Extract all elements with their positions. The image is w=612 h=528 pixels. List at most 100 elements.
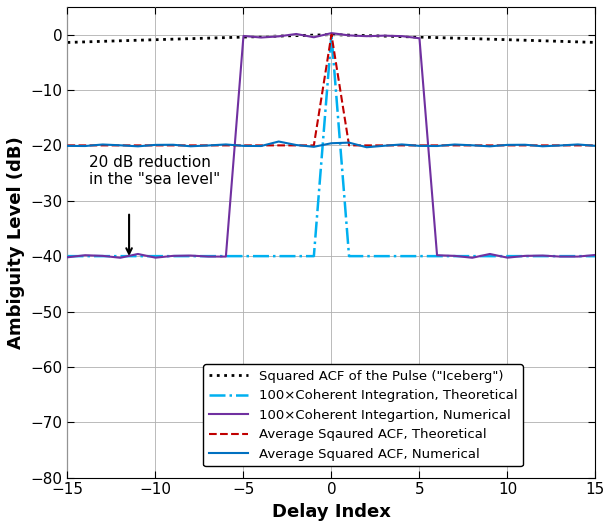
100×Coherent Integration, Theoretical (64, 253, 71, 259)
100×Coherent Integration, Theoretical (416, 253, 423, 259)
100×Coherent Integration, Theoretical (592, 253, 599, 259)
Line: Squared ACF of the Pulse ("Iceberg"): Squared ACF of the Pulse ("Iceberg") (67, 35, 595, 42)
100×Coherent Integartion, Numerical (486, 251, 493, 257)
Average Squared ACF, Numerical (170, 142, 177, 148)
100×Coherent Integration, Theoretical (99, 253, 106, 259)
Average Squared ACF, Numerical (310, 144, 318, 150)
100×Coherent Integration, Theoretical (486, 253, 493, 259)
Squared ACF of the Pulse ("Iceberg") (451, 35, 458, 41)
100×Coherent Integration, Theoretical (345, 253, 353, 259)
100×Coherent Integartion, Numerical (204, 253, 212, 260)
Average Sqaured ACF, Theoretical (328, 32, 335, 38)
100×Coherent Integartion, Numerical (363, 33, 370, 40)
Squared ACF of the Pulse ("Iceberg") (134, 37, 141, 43)
Squared ACF of the Pulse ("Iceberg") (64, 39, 71, 45)
100×Coherent Integration, Theoretical (134, 253, 141, 259)
Line: 100×Coherent Integartion, Numerical: 100×Coherent Integartion, Numerical (67, 33, 595, 258)
Average Sqaured ACF, Theoretical (363, 142, 370, 148)
Squared ACF of the Pulse ("Iceberg") (486, 36, 493, 42)
Average Squared ACF, Numerical (451, 142, 458, 148)
Average Sqaured ACF, Theoretical (381, 142, 388, 148)
Average Sqaured ACF, Theoretical (99, 142, 106, 148)
100×Coherent Integartion, Numerical (134, 251, 141, 257)
Average Sqaured ACF, Theoretical (521, 142, 529, 148)
100×Coherent Integration, Theoretical (170, 253, 177, 259)
Squared ACF of the Pulse ("Iceberg") (117, 37, 124, 44)
Line: 100×Coherent Integration, Theoretical: 100×Coherent Integration, Theoretical (67, 35, 595, 256)
Squared ACF of the Pulse ("Iceberg") (187, 35, 195, 42)
Average Sqaured ACF, Theoretical (539, 142, 547, 148)
100×Coherent Integration, Theoretical (521, 253, 529, 259)
100×Coherent Integartion, Numerical (469, 254, 476, 261)
Average Squared ACF, Numerical (486, 143, 493, 149)
Squared ACF of the Pulse ("Iceberg") (240, 34, 247, 40)
Line: Average Sqaured ACF, Theoretical: Average Sqaured ACF, Theoretical (67, 35, 595, 145)
100×Coherent Integration, Theoretical (556, 253, 564, 259)
Average Sqaured ACF, Theoretical (310, 142, 318, 148)
Squared ACF of the Pulse ("Iceberg") (381, 33, 388, 39)
Average Squared ACF, Numerical (328, 140, 335, 146)
100×Coherent Integartion, Numerical (240, 33, 247, 39)
100×Coherent Integartion, Numerical (258, 34, 265, 41)
Average Squared ACF, Numerical (134, 143, 141, 149)
Average Sqaured ACF, Theoretical (345, 142, 353, 148)
100×Coherent Integration, Theoretical (433, 253, 441, 259)
Average Sqaured ACF, Theoretical (240, 142, 247, 148)
Legend: Squared ACF of the Pulse ("Iceberg"), 100×Coherent Integration, Theoretical, 100: Squared ACF of the Pulse ("Iceberg"), 10… (203, 364, 523, 466)
Average Squared ACF, Numerical (521, 142, 529, 148)
Squared ACF of the Pulse ("Iceberg") (592, 39, 599, 45)
100×Coherent Integartion, Numerical (117, 254, 124, 261)
100×Coherent Integration, Theoretical (398, 253, 406, 259)
Average Sqaured ACF, Theoretical (469, 142, 476, 148)
Average Squared ACF, Numerical (592, 143, 599, 149)
Average Squared ACF, Numerical (187, 143, 195, 149)
100×Coherent Integration, Theoretical (293, 253, 300, 259)
Squared ACF of the Pulse ("Iceberg") (258, 33, 265, 40)
100×Coherent Integartion, Numerical (451, 253, 458, 259)
Average Squared ACF, Numerical (204, 143, 212, 149)
100×Coherent Integration, Theoretical (381, 253, 388, 259)
Average Squared ACF, Numerical (539, 143, 547, 149)
100×Coherent Integration, Theoretical (539, 253, 547, 259)
Average Squared ACF, Numerical (556, 143, 564, 149)
Average Squared ACF, Numerical (398, 142, 406, 148)
Squared ACF of the Pulse ("Iceberg") (398, 33, 406, 40)
100×Coherent Integartion, Numerical (64, 254, 71, 260)
100×Coherent Integartion, Numerical (99, 253, 106, 259)
100×Coherent Integration, Theoretical (469, 253, 476, 259)
Squared ACF of the Pulse ("Iceberg") (293, 32, 300, 39)
Average Squared ACF, Numerical (99, 142, 106, 148)
100×Coherent Integration, Theoretical (204, 253, 212, 259)
Average Squared ACF, Numerical (293, 142, 300, 148)
Average Sqaured ACF, Theoretical (170, 142, 177, 148)
Average Sqaured ACF, Theoretical (187, 142, 195, 148)
Average Sqaured ACF, Theoretical (275, 142, 282, 148)
Squared ACF of the Pulse ("Iceberg") (345, 32, 353, 39)
100×Coherent Integartion, Numerical (381, 33, 388, 39)
Squared ACF of the Pulse ("Iceberg") (204, 35, 212, 41)
Average Sqaured ACF, Theoretical (433, 142, 441, 148)
100×Coherent Integration, Theoretical (152, 253, 159, 259)
Average Sqaured ACF, Theoretical (64, 142, 71, 148)
100×Coherent Integartion, Numerical (398, 33, 406, 39)
Squared ACF of the Pulse ("Iceberg") (328, 32, 335, 38)
100×Coherent Integration, Theoretical (504, 253, 511, 259)
Average Squared ACF, Numerical (222, 142, 230, 148)
100×Coherent Integration, Theoretical (574, 253, 581, 259)
Average Sqaured ACF, Theoretical (504, 142, 511, 148)
100×Coherent Integration, Theoretical (240, 253, 247, 259)
100×Coherent Integartion, Numerical (222, 253, 230, 260)
Squared ACF of the Pulse ("Iceberg") (363, 32, 370, 39)
100×Coherent Integration, Theoretical (275, 253, 282, 259)
100×Coherent Integartion, Numerical (345, 32, 353, 39)
100×Coherent Integartion, Numerical (187, 252, 195, 259)
Average Squared ACF, Numerical (258, 143, 265, 149)
100×Coherent Integartion, Numerical (592, 252, 599, 258)
100×Coherent Integration, Theoretical (187, 253, 195, 259)
Average Sqaured ACF, Theoretical (222, 142, 230, 148)
Average Sqaured ACF, Theoretical (134, 142, 141, 148)
100×Coherent Integartion, Numerical (152, 254, 159, 261)
Squared ACF of the Pulse ("Iceberg") (521, 37, 529, 43)
100×Coherent Integartion, Numerical (539, 252, 547, 259)
Squared ACF of the Pulse ("Iceberg") (469, 35, 476, 42)
